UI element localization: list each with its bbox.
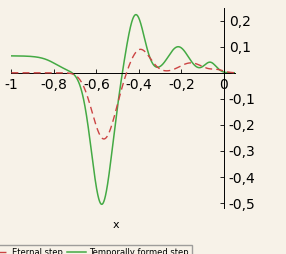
Temporally formed step xyxy=(10,54,13,57)
Eternal step xyxy=(233,71,236,74)
Line: Eternal step: Eternal step xyxy=(11,49,235,139)
Eternal step xyxy=(193,62,197,65)
Eternal step xyxy=(176,66,180,69)
Temporally formed step xyxy=(50,60,54,64)
Eternal step xyxy=(102,137,106,140)
Temporally formed step xyxy=(144,40,147,43)
Eternal step xyxy=(10,71,13,74)
Temporally formed step xyxy=(193,64,197,67)
X-axis label: x: x xyxy=(113,220,120,230)
Eternal step xyxy=(50,71,54,74)
Temporally formed step xyxy=(134,13,138,16)
Eternal step xyxy=(144,51,147,54)
Temporally formed step xyxy=(176,45,180,48)
Line: Temporally formed step: Temporally formed step xyxy=(11,15,235,204)
Eternal step xyxy=(95,126,98,129)
Temporally formed step xyxy=(100,203,104,206)
Eternal step xyxy=(155,65,158,68)
Legend: Eternal step, Temporally formed step: Eternal step, Temporally formed step xyxy=(0,245,192,254)
Temporally formed step xyxy=(155,66,158,69)
Temporally formed step xyxy=(233,71,236,74)
Eternal step xyxy=(139,48,142,51)
Temporally formed step xyxy=(95,187,98,190)
